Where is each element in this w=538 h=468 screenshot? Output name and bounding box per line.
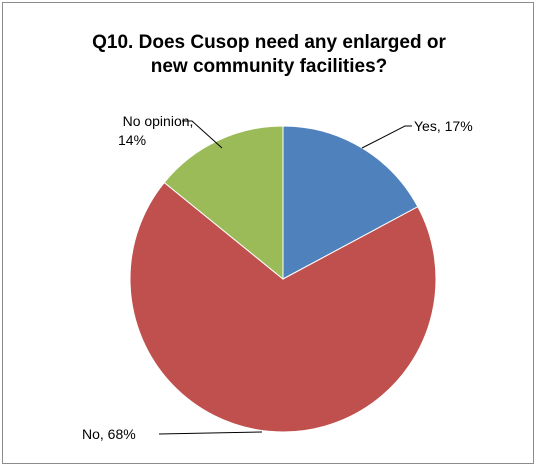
data-label-no-opinion-line-1: No opinion, [123, 113, 194, 129]
leader-line-no [159, 432, 262, 434]
data-label-no-opinion-line-2: 14% [118, 132, 146, 148]
data-label-no: No, 68% [82, 426, 136, 442]
pie-slices [130, 126, 436, 432]
leader-line-yes [362, 126, 412, 148]
data-label-yes: Yes, 17% [414, 118, 473, 134]
